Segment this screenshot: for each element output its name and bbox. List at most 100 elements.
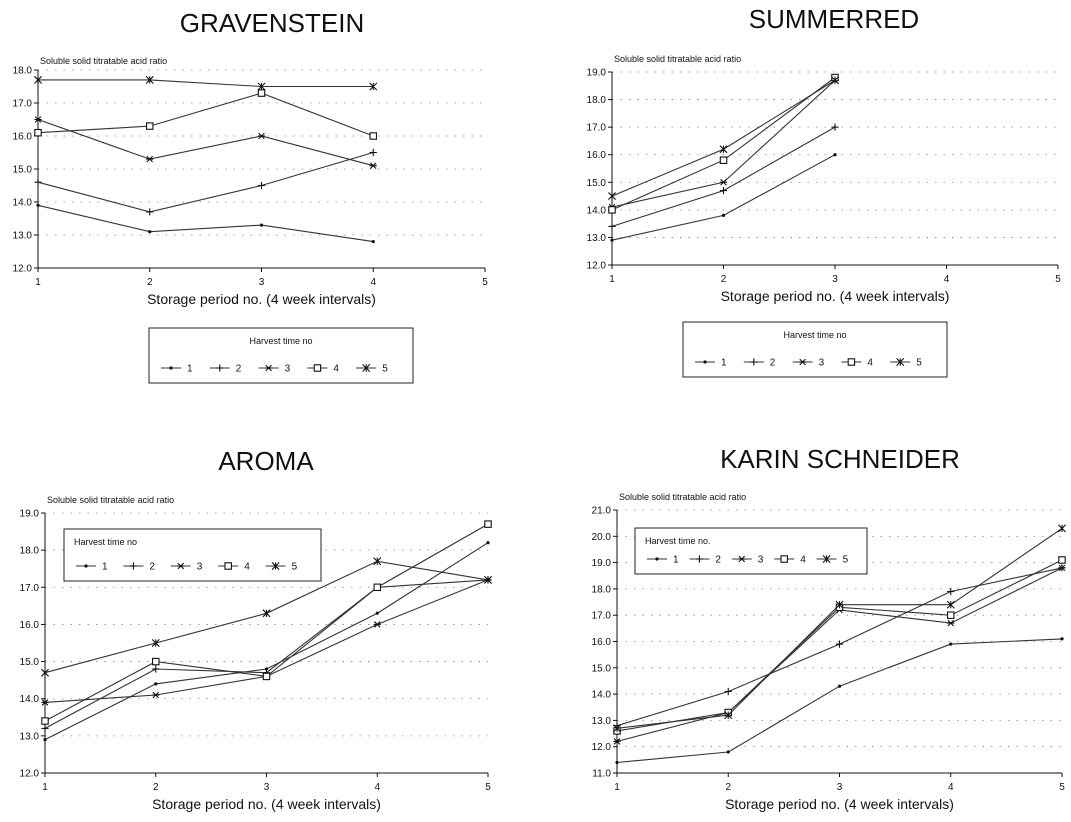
data-point-harvest-1 (833, 153, 837, 157)
data-point-harvest-3 (369, 162, 377, 169)
legend-label: 1 (673, 555, 679, 566)
data-point-harvest-2 (369, 148, 377, 157)
legend-label: 5 (916, 358, 922, 369)
x-axis-label: Storage period no. (4 week intervals) (725, 796, 954, 812)
data-point-harvest-5 (1058, 524, 1066, 533)
data-point-harvest-3 (947, 619, 955, 627)
data-point-harvest-2 (831, 123, 839, 131)
legend-marker-2 (216, 364, 224, 372)
data-point-harvest-1 (375, 611, 379, 615)
series-line-harvest-2 (37, 151, 374, 213)
x-tick-label: 4 (948, 782, 954, 793)
series-line-harvest-5 (611, 79, 836, 197)
series-line-harvest-1 (37, 204, 374, 243)
y-tick-label: 12.0 (592, 742, 612, 753)
legend-marker-4 (313, 364, 322, 372)
data-point-harvest-4 (146, 122, 154, 130)
legend-marker-1 (84, 564, 88, 568)
legend-marker-4 (780, 555, 788, 563)
legend-box (148, 327, 414, 384)
data-point-harvest-1 (154, 682, 158, 686)
legend-label: 4 (867, 358, 873, 369)
y-tick-label: 19.0 (587, 68, 607, 79)
x-axis-label: Storage period no. (4 week intervals) (147, 291, 376, 307)
legend-label: 4 (244, 562, 250, 573)
legend-marker-2 (129, 562, 137, 570)
y-tick-label: 20.0 (592, 532, 612, 543)
legend: Harvest time no 1 2 3 4 5 (148, 327, 414, 384)
data-point-harvest-4 (257, 89, 266, 97)
series-line-harvest-2 (611, 126, 836, 227)
data-point-harvest-1 (36, 203, 40, 207)
x-tick-label: 3 (259, 277, 265, 288)
data-point-harvest-5 (34, 75, 42, 84)
y-tick-label: 14.0 (592, 690, 612, 701)
x-tick-label: 2 (725, 782, 731, 793)
legend-marker-1 (655, 557, 659, 561)
legend-marker-1 (703, 360, 707, 364)
y-tick-label: 17.0 (20, 583, 40, 594)
y-tick-label: 17.0 (13, 99, 33, 110)
chart-panel-2: SUMMERRED Soluble solid titratable acid r… (587, 4, 1061, 378)
chart-title: SUMMERRED (749, 4, 919, 34)
series-line-harvest-3 (37, 118, 374, 167)
y-tick-label: 12.0 (587, 261, 607, 272)
legend-title: Harvest time no. (645, 536, 711, 546)
x-tick-label: 5 (1055, 274, 1061, 285)
y-tick-label: 15.0 (20, 657, 40, 668)
y-axis-label: Soluble solid titratable acid ratio (40, 56, 167, 66)
legend-label: 3 (197, 562, 203, 573)
data-point-harvest-4 (262, 672, 271, 681)
y-tick-label: 11.0 (592, 769, 611, 780)
legend-label: 2 (715, 555, 721, 566)
data-point-harvest-5 (373, 557, 382, 566)
data-point-harvest-3 (152, 691, 160, 699)
data-point-harvest-4 (369, 132, 377, 140)
chart-title: AROMA (218, 446, 314, 476)
legend-marker-3 (738, 555, 746, 563)
data-point-harvest-5 (262, 609, 271, 618)
data-point-harvest-4 (34, 128, 42, 137)
legend-marker-1 (169, 366, 173, 370)
x-tick-label: 1 (614, 782, 620, 793)
y-tick-label: 17.0 (587, 123, 607, 134)
data-point-harvest-2 (724, 687, 732, 696)
data-point-harvest-1 (837, 684, 842, 688)
x-tick-label: 2 (721, 274, 727, 285)
x-tick-label: 4 (370, 277, 376, 288)
data-point-harvest-5 (613, 724, 621, 733)
y-tick-label: 18.0 (13, 66, 33, 77)
y-tick-label: 14.0 (13, 198, 33, 209)
legend-marker-3 (265, 364, 273, 372)
data-point-harvest-5 (608, 192, 616, 201)
y-tick-label: 21.0 (592, 506, 612, 517)
data-point-harvest-3 (146, 155, 154, 163)
data-point-harvest-5 (831, 76, 839, 85)
chart-title: GRAVENSTEIN (180, 8, 364, 38)
data-point-harvest-3 (1058, 564, 1066, 572)
legend-label: 3 (285, 364, 291, 375)
y-tick-label: 16.0 (587, 150, 607, 161)
y-tick-label: 18.0 (587, 95, 607, 106)
data-point-harvest-4 (41, 717, 49, 725)
y-tick-label: 18.0 (20, 546, 40, 557)
data-point-harvest-2 (257, 181, 266, 190)
legend-marker-5 (896, 358, 905, 366)
data-point-harvest-5 (719, 145, 728, 154)
legend-title: Harvest time no (783, 330, 846, 340)
legend-marker-2 (695, 555, 703, 563)
data-point-harvest-5 (151, 639, 160, 647)
data-point-harvest-5 (724, 711, 733, 720)
legend-label: 4 (800, 555, 806, 566)
legend-label: 5 (382, 364, 388, 375)
y-tick-label: 12.0 (20, 769, 40, 780)
data-point-harvest-1 (726, 750, 730, 754)
legend-box (682, 321, 948, 378)
x-tick-label: 5 (482, 277, 488, 288)
data-point-harvest-3 (719, 179, 728, 186)
chart-panel-4: KARIN SCHNEIDER Soluble solid titratable … (592, 444, 1066, 812)
legend-label: 2 (149, 562, 155, 573)
x-tick-label: 2 (153, 782, 159, 793)
legend-title: Harvest time no (74, 537, 137, 547)
